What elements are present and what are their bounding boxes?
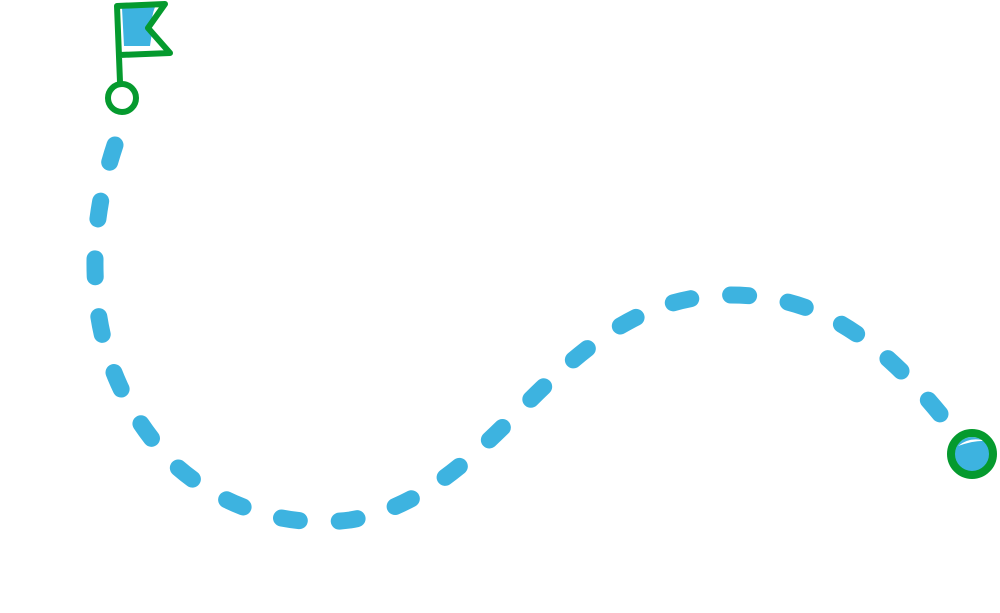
flag-icon bbox=[105, 1, 173, 115]
target-circle-icon bbox=[947, 429, 997, 479]
dashed-route-path bbox=[86, 136, 954, 531]
